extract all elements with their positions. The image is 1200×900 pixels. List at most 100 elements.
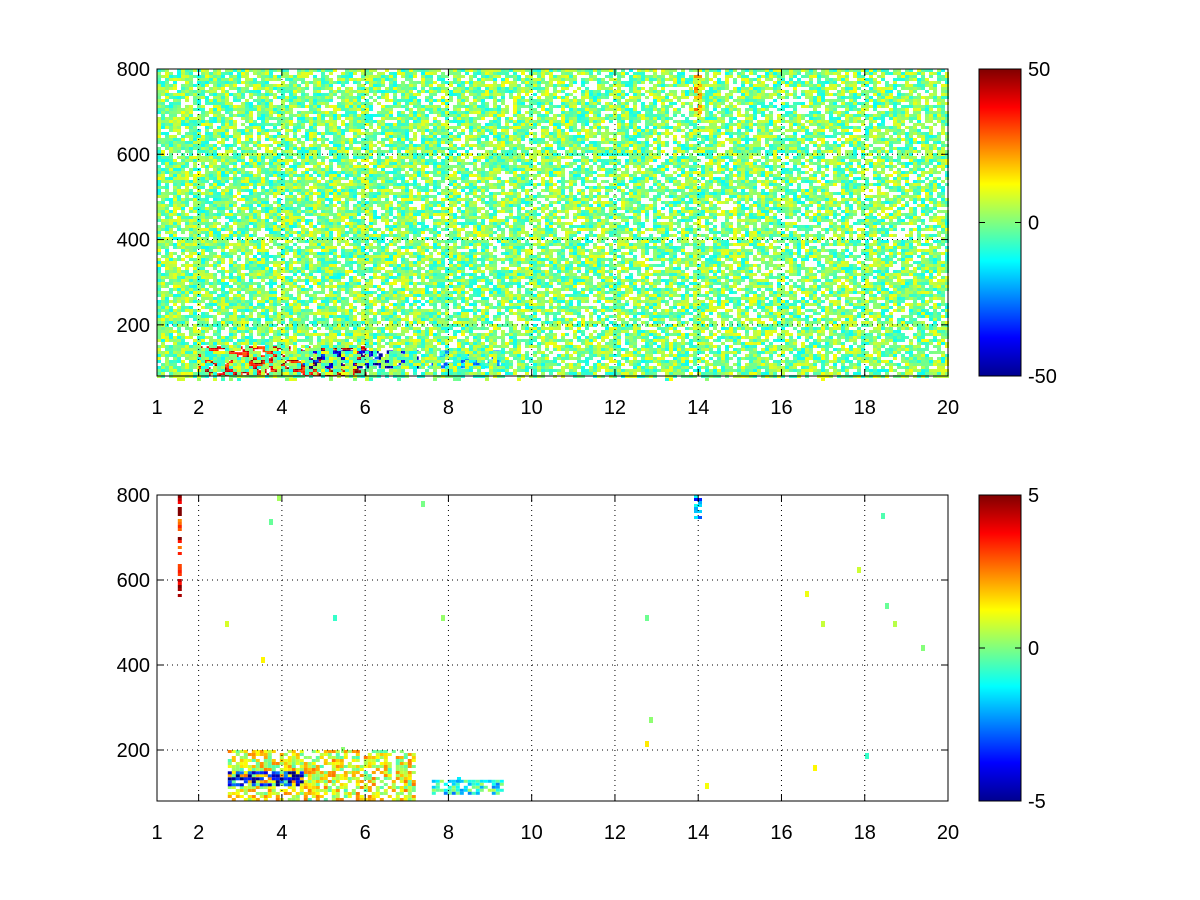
heatmap-cell — [213, 153, 217, 156]
heatmap-cell — [245, 198, 249, 201]
heatmap-cell — [261, 252, 265, 255]
heatmap-cell — [285, 312, 289, 315]
heatmap-cell — [318, 373, 323, 377]
heatmap-cell — [217, 141, 221, 144]
heatmap-cell — [249, 300, 253, 303]
heatmap-cell — [509, 327, 513, 333]
heatmap-cell — [249, 354, 253, 357]
heatmap-cell — [201, 351, 205, 354]
heatmap-cell — [213, 120, 217, 123]
heatmap-cell — [261, 78, 265, 81]
heatmap-cell — [301, 237, 305, 240]
heatmap-cell — [281, 222, 285, 225]
heatmap-cell — [165, 84, 169, 87]
heatmap-cell — [213, 114, 217, 117]
heatmap-cell — [301, 135, 305, 138]
heatmap-cell — [233, 135, 237, 138]
heatmap-cell — [197, 192, 201, 195]
heatmap-cell — [309, 69, 313, 72]
heatmap-cell — [277, 174, 281, 177]
heatmap-cell — [229, 150, 233, 153]
heatmap-cell — [281, 210, 285, 213]
heatmap-cell — [281, 282, 285, 285]
heatmap-cell — [197, 300, 201, 303]
heatmap-cell — [241, 228, 245, 231]
heatmap-cell — [177, 285, 181, 288]
heatmap-cell — [257, 321, 261, 324]
heatmap-cell — [229, 366, 233, 369]
heatmap-cell — [265, 213, 269, 216]
heatmap-cell — [309, 249, 313, 252]
heatmap-cell — [157, 330, 161, 333]
heatmap-cell — [229, 345, 233, 348]
heatmap-cell — [229, 162, 233, 165]
heatmap-cell — [285, 138, 289, 141]
heatmap-cell — [213, 219, 217, 222]
heatmap-cell — [241, 177, 245, 180]
heatmap-cell — [157, 303, 161, 306]
heatmap-cell — [305, 249, 309, 252]
heatmap-cell — [185, 147, 189, 150]
heatmap-cell — [281, 351, 285, 354]
heatmap-cell — [249, 210, 253, 213]
heatmap-cell — [265, 297, 269, 300]
heatmap-cell — [237, 324, 241, 327]
heatmap-cell — [261, 201, 265, 204]
heatmap-cell — [305, 222, 309, 225]
heatmap-cell — [161, 303, 165, 306]
heatmap-cell — [277, 339, 281, 342]
heatmap-cell — [443, 362, 448, 366]
heatmap-cell — [305, 96, 309, 99]
heatmap-cell — [285, 183, 289, 186]
heatmap-cell — [165, 369, 169, 372]
heatmap-cell — [249, 303, 253, 306]
heatmap-cell — [689, 339, 693, 345]
heatmap-cell — [157, 135, 161, 138]
heatmap-cell — [181, 318, 185, 321]
heatmap-cell — [309, 123, 313, 126]
heatmap-cell — [193, 120, 197, 123]
heatmap-cell — [233, 219, 237, 222]
heatmap-cell — [297, 141, 301, 144]
heatmap-cell — [181, 93, 185, 96]
heatmap-cell — [321, 114, 325, 117]
heatmap-cell — [245, 177, 249, 180]
heatmap-cell — [177, 255, 181, 261]
heatmap-cell — [169, 114, 173, 117]
heatmap-cell — [165, 87, 169, 90]
heatmap-cell — [165, 180, 169, 183]
heatmap-cell — [233, 201, 237, 204]
heatmap-cell — [209, 354, 213, 357]
heatmap-cell — [309, 288, 313, 291]
heatmap-cell — [253, 177, 257, 180]
heatmap-cell — [221, 258, 225, 261]
heatmap-cell — [213, 213, 217, 216]
heatmap-cell — [197, 264, 201, 267]
heatmap-cell — [209, 189, 213, 192]
heatmap-cell — [157, 207, 161, 210]
heatmap-cell — [261, 339, 265, 342]
heatmap-cell — [157, 204, 161, 207]
heatmap-cell — [173, 288, 177, 291]
heatmap-cell — [209, 186, 213, 189]
heatmap-cell — [157, 276, 161, 279]
heatmap-cell — [225, 309, 229, 312]
heatmap-cell — [193, 204, 197, 207]
heatmap-cell — [173, 126, 177, 129]
heatmap-cell — [281, 270, 285, 273]
heatmap-cell — [475, 362, 480, 366]
heatmap-cell — [165, 345, 169, 348]
heatmap-cell — [205, 279, 209, 282]
heatmap-cell — [293, 351, 297, 354]
heatmap-cell — [181, 120, 185, 123]
heatmap-cell — [233, 159, 237, 162]
heatmap-cell — [181, 246, 185, 249]
heatmap-cell — [217, 129, 221, 132]
heatmap-cell — [378, 362, 383, 366]
heatmap-cell — [261, 237, 265, 240]
heatmap-cell — [217, 246, 221, 249]
heatmap-cell — [161, 204, 165, 207]
heatmap-cell — [225, 315, 229, 318]
heatmap-cell — [169, 267, 173, 270]
heatmap-cell — [261, 219, 265, 222]
